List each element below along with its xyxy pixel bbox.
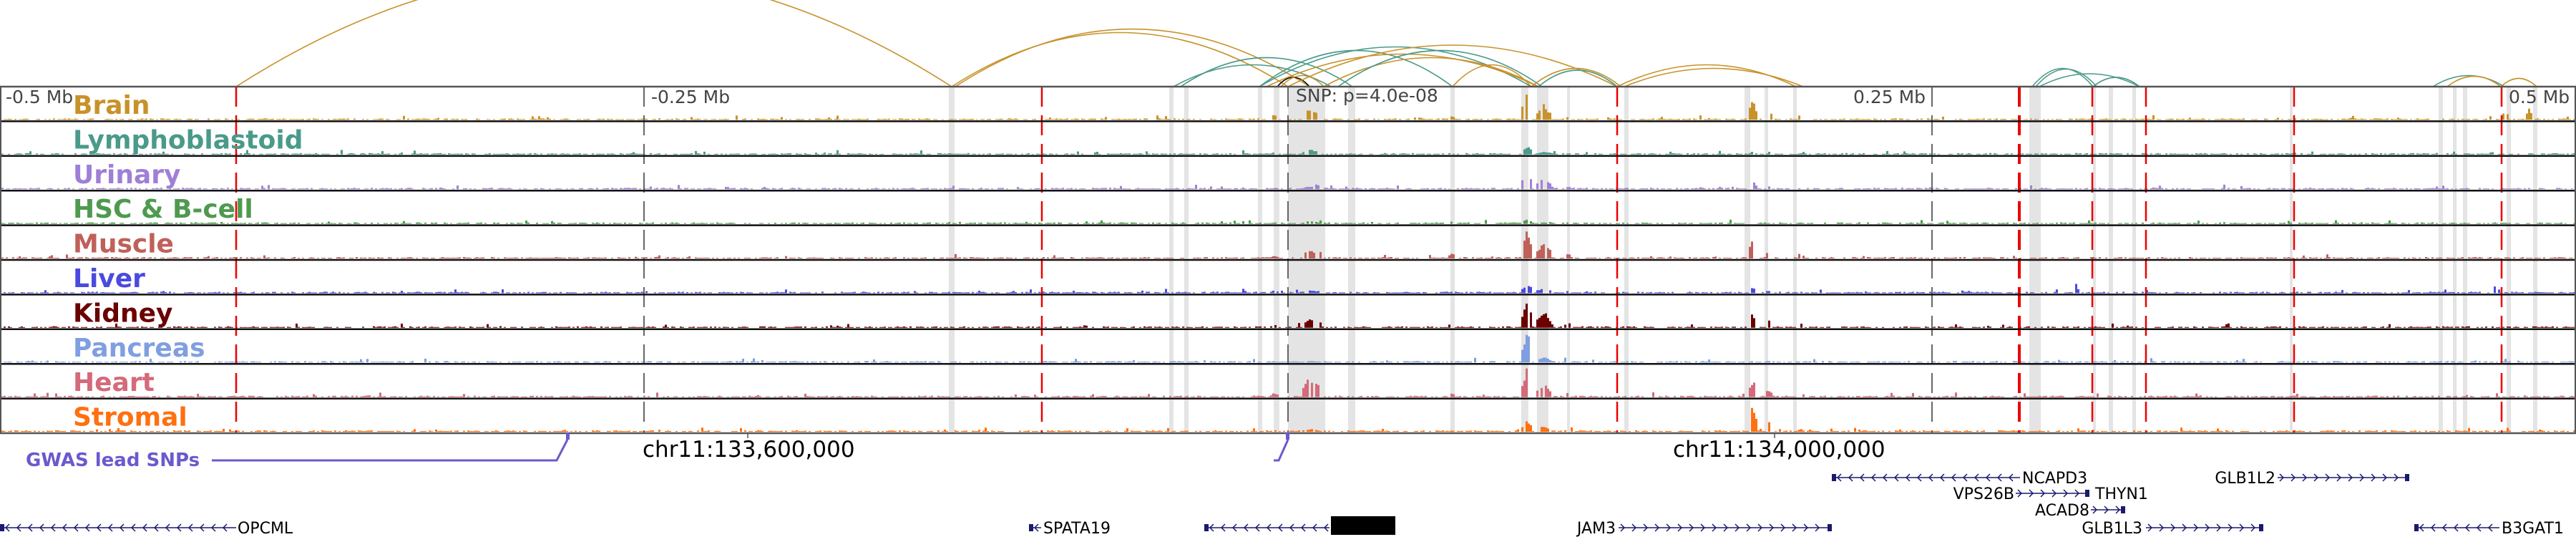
gene-label: NCAPD3 (2022, 470, 2087, 488)
loop-arc (2031, 67, 2094, 87)
gene-b3gat1[interactable]: B3GAT1 (2414, 520, 2564, 537)
exon (2405, 474, 2409, 481)
gene-acad8[interactable]: ACAD8 (2035, 502, 2125, 520)
gene-opcml[interactable]: OPCML (0, 520, 293, 537)
gene-label: IGSF9B (1332, 520, 1389, 537)
gene-ncapd3[interactable]: NCAPD3 (1832, 470, 2087, 488)
coordinate-label: chr11:133,600,000 (643, 437, 855, 463)
strand-arrows (4, 523, 228, 532)
loop-arc (1538, 69, 1618, 87)
exon (1828, 524, 1832, 531)
strand-arrows (2092, 505, 2121, 514)
gwas-snp-marker (566, 432, 570, 440)
loop-arc (1280, 74, 1324, 87)
gene-label: THYN1 (2094, 485, 2148, 503)
tick-label-0.5: 0.5 Mb (2509, 87, 2570, 107)
loop-arc (2039, 73, 2140, 87)
gene-track: OPCML SPATA19 IGSF9B JAM3 NCAPD3 VPS26B THYN1 A… (0, 470, 2564, 537)
track-label: Liver (73, 264, 145, 294)
gene-jam3[interactable]: JAM3 (1576, 520, 1832, 537)
loop-arc (955, 28, 1310, 87)
axis-labels: -0.5 Mb -0.25 Mb 0.25 Mb 0.5 Mb SNP: p=4… (6, 85, 2570, 107)
tick-label-neg-0.5: -0.5 Mb (6, 87, 73, 107)
track-label: Muscle (73, 230, 174, 259)
loop-arc (1452, 64, 1532, 87)
tick-label-neg-0.25: -0.25 Mb (651, 87, 730, 107)
gene-highlight (1331, 516, 1395, 535)
exon (1832, 474, 1836, 481)
exon (1029, 524, 1033, 531)
track-label: HSC & B-cell (73, 195, 253, 224)
loop-arc (1180, 57, 1353, 87)
track-label: Pancreas (73, 334, 205, 363)
strand-arrows (1836, 473, 2014, 482)
gene-glb1l3[interactable]: GLB1L3 (2082, 520, 2263, 537)
strand-arrows (1033, 523, 1039, 532)
gene-thyn1[interactable]: THYN1 (2094, 485, 2148, 503)
gwas-lead-snps-label: GWAS lead SNPs (26, 450, 200, 471)
gene-label: GLB1L3 (2082, 520, 2142, 537)
signal-hsc-b-cell (1, 219, 2575, 224)
tick-label-0.25: 0.25 Mb (1853, 87, 1926, 107)
gene-vps26b[interactable]: VPS26B (1953, 485, 2089, 503)
track-label: Stromal (73, 403, 187, 432)
signal-tracks (1, 95, 2575, 432)
exon (0, 524, 4, 531)
strand-arrows (2419, 523, 2493, 532)
exon (2414, 524, 2419, 531)
gene-spata19[interactable]: SPATA19 (1029, 520, 1111, 537)
track-label: Kidney (73, 299, 173, 328)
track-label: Heart (73, 368, 155, 397)
loop-arc (1531, 67, 1621, 87)
strand-arrows (2279, 473, 2399, 482)
loop-arc (1266, 53, 1539, 87)
loop-arc (1323, 57, 1539, 87)
strand-arrows (2147, 523, 2256, 532)
gene-label: B3GAT1 (2502, 520, 2564, 537)
loop-arc (1259, 49, 1453, 87)
loop-arc (2035, 68, 2097, 87)
exon (1204, 524, 1209, 531)
loop-arc (235, 0, 952, 87)
loop-arc (1337, 49, 1543, 87)
gene-label: SPATA19 (1043, 520, 1111, 537)
gene-label: GLB1L2 (2215, 470, 2275, 488)
track-label: Lymphoblastoid (73, 125, 303, 155)
loop-arc (2500, 77, 2537, 87)
coordinate-label: chr11:134,000,000 (1673, 437, 1885, 463)
exon (2085, 490, 2089, 497)
gwas-snp-marker (1286, 432, 1289, 440)
gene-label: ACAD8 (2035, 502, 2089, 520)
exon (2259, 524, 2263, 531)
loop-arc (2446, 75, 2502, 87)
track-labels: Brain Lymphoblastoid Urinary HSC & B-cell Mu… (73, 91, 303, 432)
track-label: Urinary (73, 160, 180, 190)
loop-arc (2092, 77, 2140, 87)
gene-label: VPS26B (1953, 485, 2014, 503)
loop-arc (951, 32, 1289, 87)
gene-label: JAM3 (1576, 520, 1616, 537)
loop-arc (2432, 74, 2505, 87)
loop-arcs (235, 0, 2537, 87)
gene-glb1l2[interactable]: GLB1L2 (2215, 470, 2409, 488)
gene-igsf9b[interactable]: IGSF9B (1204, 516, 1395, 537)
track-label: Brain (73, 91, 150, 120)
coordinate-labels: chr11:133,600,000 chr11:134,000,000 (643, 433, 1885, 463)
gene-label: OPCML (238, 520, 293, 537)
strand-arrows (2017, 489, 2080, 498)
loop-arc (1624, 67, 1804, 87)
strand-arrows (1209, 523, 1329, 532)
snp-pvalue-label: SNP: p=4.0e-08 (1296, 85, 1438, 106)
strand-arrows (1620, 523, 1820, 532)
exon (2121, 506, 2125, 513)
gwas-track: GWAS lead SNPs (26, 432, 1289, 471)
gwas-connector (212, 439, 1289, 462)
loop-arc (1287, 44, 1618, 87)
